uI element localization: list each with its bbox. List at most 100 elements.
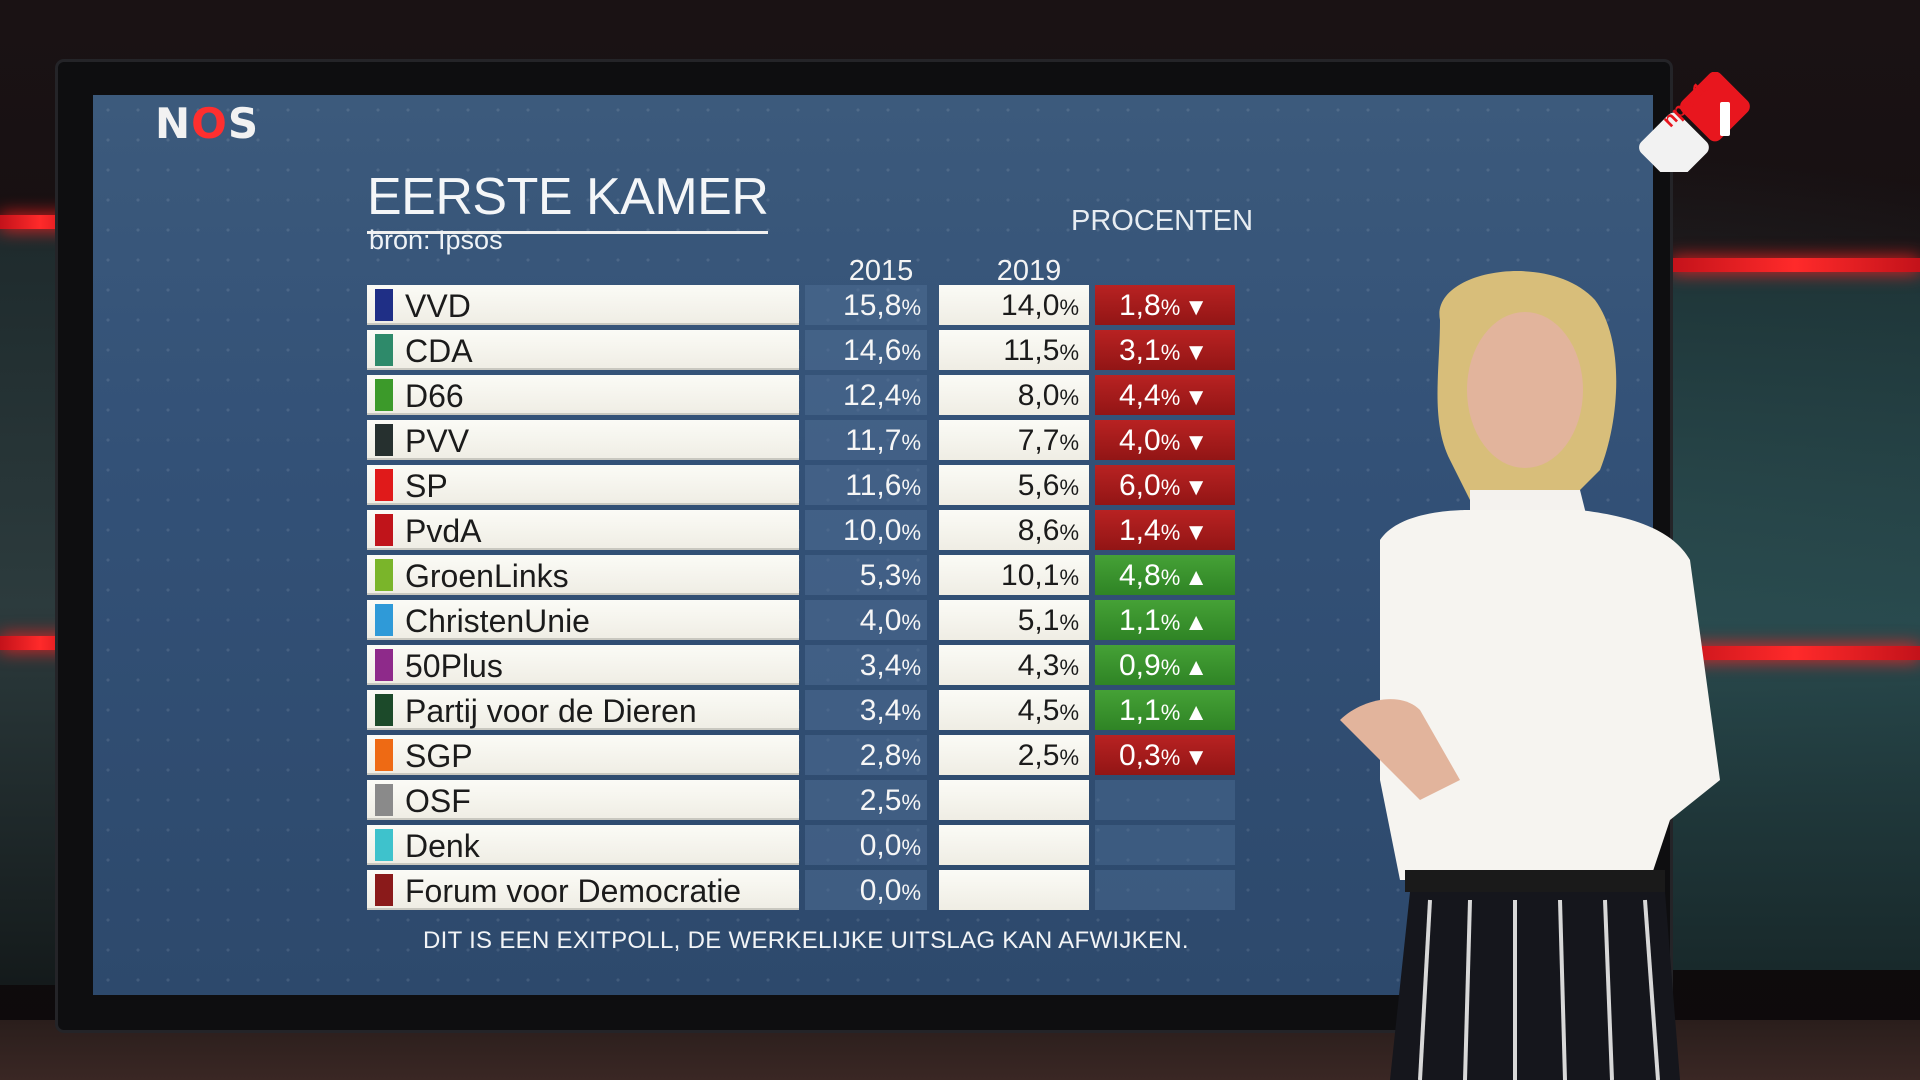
party-color-swatch <box>375 514 393 546</box>
party-label: OSF <box>405 783 471 819</box>
party-label: Denk <box>405 828 480 864</box>
arrow-down-icon: ▼ <box>1184 519 1209 546</box>
value-2019-number: 11,5 <box>1003 334 1060 367</box>
arrow-up-icon: ▲ <box>1184 564 1209 591</box>
party-name-cell: Denk <box>367 825 799 865</box>
value-2019-number: 5,1 <box>1017 604 1060 637</box>
value-2019-number: 7,7 <box>1017 424 1060 457</box>
percent-sign: % <box>901 520 921 545</box>
party-label: VVD <box>405 288 471 324</box>
value-2015: 11,7% <box>805 420 927 460</box>
value-2019: 5,6% <box>939 465 1089 505</box>
studio-right-wall <box>1670 270 1920 970</box>
party-label: Forum voor Democratie <box>405 873 742 909</box>
party-color-swatch <box>375 424 393 456</box>
percent-sign: % <box>1059 475 1079 500</box>
party-color-swatch <box>375 649 393 681</box>
table-row: PVV 11,7% 7,7% 4,0% ▼ <box>367 420 1267 460</box>
percent-sign: % <box>901 385 921 410</box>
change-value: 0,9 <box>1119 649 1161 682</box>
percent-sign: % <box>1160 700 1181 725</box>
value-2019: 11,5% <box>939 330 1089 370</box>
change-value: 1,1 <box>1119 694 1161 727</box>
change-cell <box>1095 825 1235 865</box>
change-cell: 0,9% ▲ <box>1095 645 1235 685</box>
value-2015-number: 5,3 <box>859 559 902 592</box>
value-2015: 11,6% <box>805 465 927 505</box>
percent-sign: % <box>901 655 921 680</box>
arrow-up-icon: ▲ <box>1184 609 1209 636</box>
table-row: GroenLinks 5,3% 10,1% 4,8% ▲ <box>367 555 1267 595</box>
presenter <box>1340 271 1720 1080</box>
percent-sign: % <box>1160 745 1181 770</box>
value-2019-number: 4,5 <box>1017 694 1060 727</box>
npo-logo-one <box>1720 102 1730 136</box>
party-color-swatch <box>375 874 393 906</box>
change-value: 4,0 <box>1119 424 1161 457</box>
party-name-cell: PvdA <box>367 510 799 550</box>
value-2015: 4,0% <box>805 600 927 640</box>
value-2019-number: 4,3 <box>1017 649 1060 682</box>
party-color-swatch <box>375 559 393 591</box>
percent-sign: % <box>901 565 921 590</box>
percent-sign: % <box>1059 295 1079 320</box>
value-2019: 8,6% <box>939 510 1089 550</box>
change-cell: 3,1% ▼ <box>1095 330 1235 370</box>
arrow-down-icon: ▼ <box>1184 429 1209 456</box>
year-header-2015: 2015 <box>848 255 914 287</box>
percent-sign: % <box>901 880 921 905</box>
percent-sign: % <box>1059 745 1079 770</box>
percent-sign: % <box>1160 385 1181 410</box>
party-name-cell: SGP <box>367 735 799 775</box>
percent-sign: % <box>1059 430 1079 455</box>
party-color-swatch <box>375 469 393 501</box>
table-row: ChristenUnie 4,0% 5,1% 1,1% ▲ <box>367 600 1267 640</box>
table-row: OSF 2,5% <box>367 780 1267 820</box>
change-value: 1,1 <box>1119 604 1161 637</box>
value-2019 <box>939 825 1089 865</box>
npo-logo-tile <box>1680 72 1750 142</box>
value-2015: 5,3% <box>805 555 927 595</box>
change-value: 1,4 <box>1119 514 1161 547</box>
value-2015: 3,4% <box>805 690 927 730</box>
chart-source: bron: Ipsos <box>369 225 503 255</box>
percent-sign: % <box>901 835 921 860</box>
party-color-swatch <box>375 784 393 816</box>
change-cell: 1,1% ▲ <box>1095 690 1235 730</box>
party-name-cell: Forum voor Democratie <box>367 870 799 910</box>
party-label: D66 <box>405 378 464 414</box>
value-2015-number: 10,0 <box>843 514 902 547</box>
party-name-cell: CDA <box>367 330 799 370</box>
party-color-swatch <box>375 379 393 411</box>
value-2015: 10,0% <box>805 510 927 550</box>
change-value: 1,8 <box>1119 289 1161 322</box>
percent-sign: % <box>901 295 921 320</box>
value-2015-number: 0,0 <box>859 874 902 907</box>
value-2015-number: 11,7 <box>845 424 902 457</box>
value-2019-number: 8,6 <box>1017 514 1060 547</box>
party-name-cell: OSF <box>367 780 799 820</box>
party-name-cell: PVV <box>367 420 799 460</box>
percent-sign: % <box>1160 610 1181 635</box>
change-cell: 0,3% ▼ <box>1095 735 1235 775</box>
change-value: 3,1 <box>1119 334 1161 367</box>
table-row: 50Plus 3,4% 4,3% 0,9% ▲ <box>367 645 1267 685</box>
percent-sign: % <box>1059 655 1079 680</box>
party-label: GroenLinks <box>405 558 569 594</box>
value-2015-number: 11,6 <box>845 469 902 502</box>
party-label: SP <box>405 468 448 504</box>
party-color-swatch <box>375 334 393 366</box>
value-2015: 2,5% <box>805 780 927 820</box>
change-cell: 6,0% ▼ <box>1095 465 1235 505</box>
table-row: SGP 2,8% 2,5% 0,3% ▼ <box>367 735 1267 775</box>
party-name-cell: GroenLinks <box>367 555 799 595</box>
value-2015: 2,8% <box>805 735 927 775</box>
party-name-cell: ChristenUnie <box>367 600 799 640</box>
value-2015-number: 14,6 <box>843 334 902 367</box>
change-cell <box>1095 870 1235 910</box>
arrow-down-icon: ▼ <box>1184 384 1209 411</box>
value-2015: 0,0% <box>805 825 927 865</box>
value-2015-number: 4,0 <box>859 604 902 637</box>
value-2015: 14,6% <box>805 330 927 370</box>
change-cell: 4,4% ▼ <box>1095 375 1235 415</box>
